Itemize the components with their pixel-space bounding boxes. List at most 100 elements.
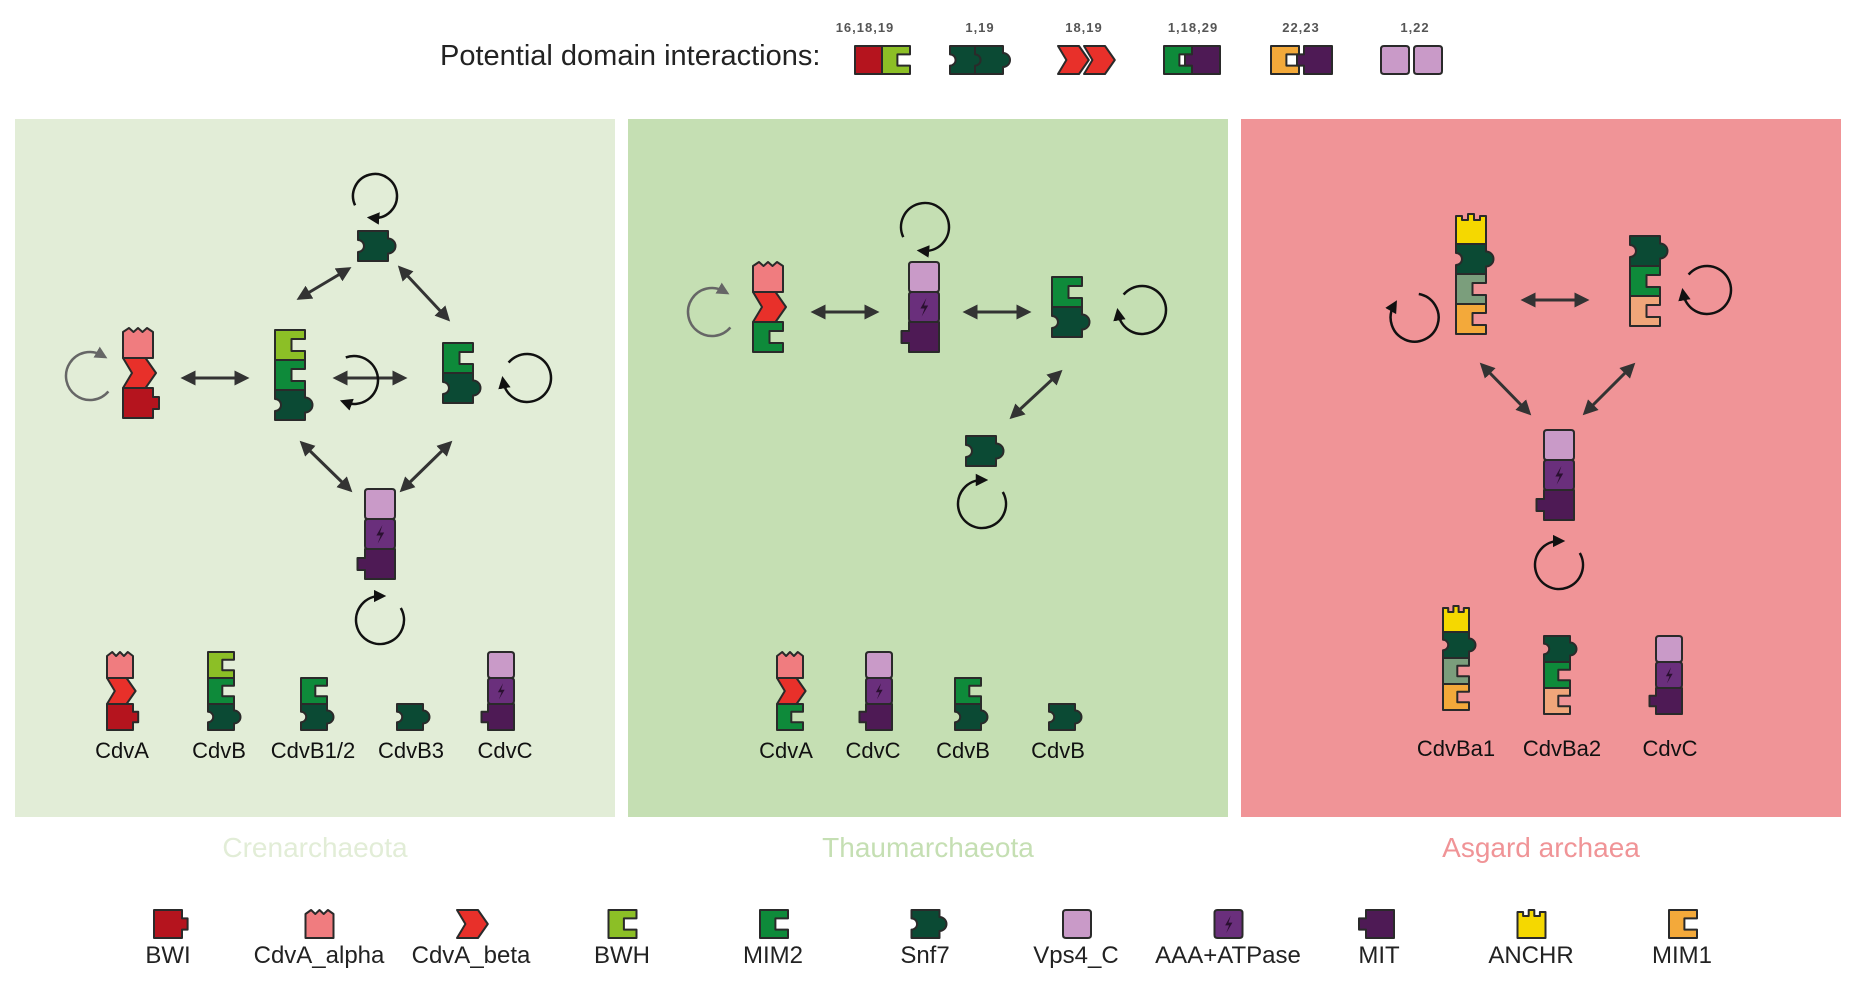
self-interaction-loop	[956, 473, 1008, 530]
mim2-domain-icon	[207, 677, 235, 705]
vps4-c-domain-icon	[908, 261, 940, 293]
self-interaction-loop	[1113, 284, 1168, 336]
mim1-domain-icon	[1270, 45, 1300, 75]
legend-label: AAA+ATPase	[1155, 942, 1301, 969]
protein-label: CdvB	[192, 738, 246, 763]
legend-label: CdvA_alpha	[253, 942, 385, 969]
lightning-icon	[875, 683, 883, 700]
mit-domain-icon	[1358, 909, 1395, 939]
lightning-icon	[920, 298, 929, 317]
self-interaction-loop	[354, 589, 406, 646]
vps4-c-domain-icon	[865, 651, 893, 679]
vps4-c-domain-icon	[1380, 45, 1410, 75]
protein-label: CdvC	[1642, 736, 1698, 761]
mit-domain-icon	[1184, 45, 1221, 75]
snf7-domain-icon	[954, 703, 989, 731]
mim1-domain-icon	[1442, 683, 1470, 711]
panel-name-crenarchaeota: Crenarchaeota	[222, 832, 408, 863]
reference-label: 22,23	[1282, 20, 1320, 35]
snf7-domain-icon	[300, 703, 335, 731]
cdva-alpha-domain-icon	[752, 261, 784, 293]
mim1-light-domain-icon	[1629, 295, 1661, 327]
reference-label: 16,18,19	[835, 20, 895, 35]
self-interaction-loop	[686, 282, 732, 338]
bwi-domain-icon	[122, 387, 160, 419]
mit-domain-icon	[900, 321, 940, 353]
snf7-domain-icon	[207, 703, 242, 731]
snf7-domain-icon	[1629, 235, 1669, 267]
interaction-arrow	[1479, 362, 1532, 416]
vps4-c-domain-icon	[1062, 909, 1092, 939]
cdva-beta-domain-icon	[1083, 45, 1116, 75]
panel-name-asgard: Asgard archaea	[1442, 832, 1640, 863]
legend-label: MIT	[1358, 942, 1400, 969]
mit-domain-icon	[480, 703, 515, 731]
cdva-beta-domain-icon	[1057, 45, 1090, 75]
snf7-pale-domain-icon	[1455, 273, 1487, 305]
protein-label: CdvBa1	[1416, 736, 1496, 761]
protein-label: CdvB	[936, 738, 990, 763]
legend-label: MIM1	[1652, 942, 1712, 969]
vps4-c-domain-icon	[1655, 635, 1683, 663]
protein-label: CdvA	[759, 738, 813, 763]
protein-label: CdvB3	[377, 738, 445, 763]
lightning-icon	[376, 525, 385, 544]
mim2-domain-icon	[954, 677, 982, 705]
legend-label: BWI	[145, 942, 191, 969]
protein-label: CdvBa2	[1522, 736, 1602, 761]
vps4-c-domain-icon	[364, 488, 396, 520]
bwi-domain-icon	[153, 909, 189, 939]
cdva-beta-domain-icon	[122, 357, 157, 389]
snf7-domain-icon	[965, 435, 1005, 467]
lightning-icon	[1555, 466, 1564, 485]
bwh-domain-icon	[881, 45, 911, 75]
protein-label: CdvB1/2	[270, 738, 356, 763]
legend-label: MIM2	[743, 942, 803, 969]
mim2-domain-icon	[1543, 661, 1571, 689]
snf7-domain-icon	[1051, 306, 1091, 338]
cdva-alpha-domain-icon	[106, 651, 134, 679]
self-interaction-loop	[351, 172, 399, 225]
cdva-alpha-domain-icon	[304, 909, 335, 939]
lightning-icon	[497, 683, 505, 700]
mit-domain-icon	[858, 703, 893, 731]
reference-label: 1,18,29	[1167, 20, 1219, 35]
protein-label: CdvC	[477, 738, 533, 763]
self-interaction-loop	[1385, 292, 1440, 343]
cdva-beta-domain-icon	[776, 677, 807, 705]
legend-label: ANCHR	[1488, 942, 1574, 969]
snf7-domain-icon	[274, 389, 314, 421]
panel-asgard	[1241, 119, 1841, 817]
mim2-domain-icon	[752, 321, 784, 353]
self-interaction-loop	[64, 346, 110, 402]
bwh-domain-icon	[207, 651, 235, 679]
legend-label: Vps4_C	[1033, 942, 1119, 969]
panel-name-thaumarchaeota: Thaumarchaeota	[822, 832, 1034, 863]
vps4-c-domain-icon	[1543, 429, 1575, 461]
legend-label: BWH	[594, 942, 650, 969]
cdva-alpha-domain-icon	[122, 327, 154, 359]
mim2-domain-icon	[300, 677, 328, 705]
snf7-domain-icon	[974, 45, 1011, 75]
anchr-domain-icon	[1455, 213, 1487, 245]
mim2-domain-icon	[759, 909, 789, 939]
snf7-domain-icon	[1442, 631, 1477, 659]
self-interaction-loop	[899, 201, 951, 258]
mim1-domain-icon	[1455, 303, 1487, 335]
cdva-beta-domain-icon	[456, 909, 489, 939]
cdva-beta-domain-icon	[106, 677, 137, 705]
interaction-arrow	[296, 267, 352, 300]
snf7-pale-domain-icon	[1442, 657, 1470, 685]
cdva-alpha-domain-icon	[776, 651, 804, 679]
reference-label: 18,19	[1065, 20, 1103, 35]
anchr-domain-icon	[1442, 605, 1470, 633]
self-interaction-loop	[339, 354, 380, 411]
mim1-light-domain-icon	[1543, 687, 1571, 715]
reference-label: 1,22	[1400, 20, 1430, 35]
interaction-arrow	[299, 440, 353, 493]
interaction-arrow	[399, 440, 453, 493]
panel-thaumarchaeota	[628, 119, 1228, 817]
mim2-domain-icon	[1051, 276, 1083, 308]
protein-label: CdvC	[845, 738, 901, 763]
header-label: Potential domain interactions:	[440, 40, 821, 72]
